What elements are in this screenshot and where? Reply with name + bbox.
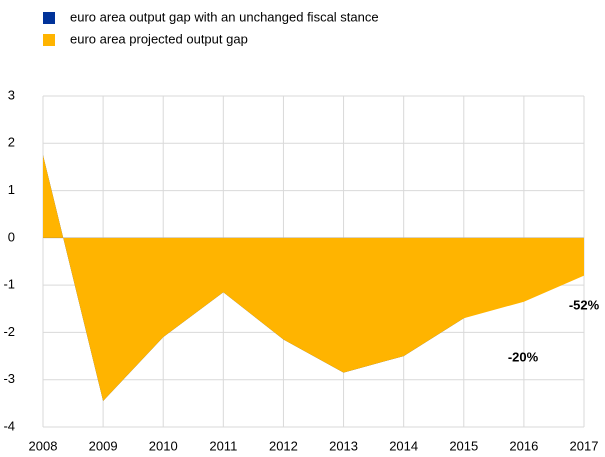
y-tick-label: 1 [8,182,15,197]
y-tick-label: 2 [8,135,15,150]
annotation: -20% [508,349,539,364]
x-tick-label: 2011 [209,438,237,453]
y-tick-label: -4 [3,418,15,433]
legend-swatch [43,34,55,46]
annotation: -52% [569,297,600,312]
y-tick-label: -2 [3,324,15,339]
legend-label: euro area projected output gap [70,31,248,46]
x-tick-label: 2014 [389,438,418,453]
x-tick-label: 2010 [149,438,178,453]
x-tick-label: 2015 [449,438,478,453]
x-tick-label: 2017 [570,438,599,453]
x-tick-label: 2009 [89,438,118,453]
x-tick-label: 2012 [269,438,298,453]
legend-label: euro area output gap with an unchanged f… [70,9,379,24]
y-tick-label: 3 [8,87,15,102]
y-tick-label: -3 [3,371,15,386]
y-tick-label: -1 [3,277,15,292]
y-tick-label: 0 [8,229,15,244]
area [43,155,584,401]
legend-swatch [43,12,55,24]
x-tick-label: 2016 [509,438,538,453]
x-tick-label: 2013 [329,438,358,453]
x-tick-label: 2008 [29,438,58,453]
